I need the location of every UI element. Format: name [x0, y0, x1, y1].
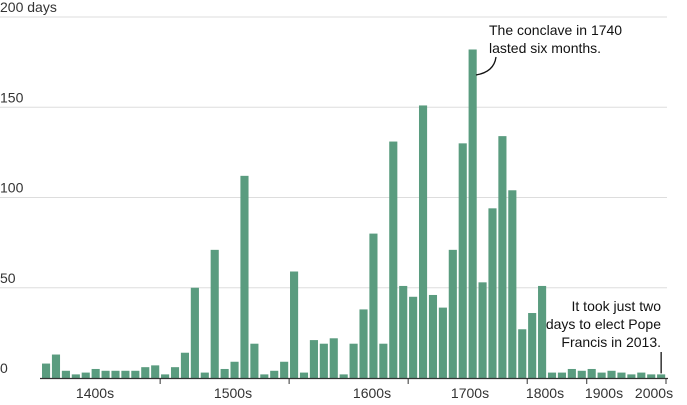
- x-tick-label: 1800s: [526, 385, 564, 401]
- bar: [151, 365, 160, 378]
- bar: [538, 285, 547, 378]
- bar: [557, 372, 566, 378]
- bar: [468, 49, 477, 379]
- bar: [111, 370, 120, 378]
- bar: [329, 338, 338, 378]
- bar: [280, 361, 289, 378]
- bar: [359, 309, 368, 378]
- annotation-1740-leader: [475, 56, 497, 76]
- bar: [220, 368, 229, 378]
- y-tick-label: 200 days: [0, 0, 57, 15]
- x-tick-label: 1700s: [451, 385, 489, 401]
- bar: [438, 307, 447, 378]
- bar: [547, 372, 557, 378]
- bar: [299, 372, 309, 378]
- bar: [607, 370, 616, 378]
- bar: [637, 372, 646, 378]
- bar: [91, 368, 100, 378]
- bar: [389, 141, 398, 378]
- annotation-2013: It took just two days to elect Pope Franci…: [546, 298, 661, 350]
- y-tick-label: 150: [0, 89, 24, 105]
- bar: [458, 143, 467, 378]
- bar: [587, 368, 596, 378]
- bar: [617, 372, 626, 378]
- bar: [71, 374, 80, 378]
- bar: [567, 368, 576, 378]
- bar: [81, 372, 90, 378]
- bar: [498, 136, 507, 378]
- annotation-1740: The conclave in 1740 lasted six months.: [489, 22, 622, 56]
- bar: [627, 374, 636, 378]
- bar: [349, 343, 358, 378]
- bar: [319, 343, 328, 378]
- bar: [528, 313, 537, 378]
- x-tick-label: 1500s: [214, 385, 252, 401]
- bar: [488, 208, 497, 378]
- bar: [448, 249, 457, 378]
- bar: [478, 282, 487, 378]
- bar: [42, 363, 51, 378]
- y-tick-label: 100: [0, 180, 24, 196]
- annotation-line: The conclave in 1740: [489, 22, 622, 38]
- x-tick-label: 1400s: [76, 385, 114, 401]
- bar: [597, 372, 606, 378]
- bar: [170, 367, 180, 378]
- bars: [42, 49, 666, 379]
- bar: [260, 374, 269, 378]
- y-tick-label: 50: [0, 270, 16, 286]
- gridlines: 200 days 150 100 50 0: [0, 0, 667, 376]
- bar: [250, 343, 259, 378]
- bar: [518, 329, 527, 378]
- bar: [161, 374, 170, 378]
- bar: [379, 343, 388, 378]
- bar: [240, 175, 249, 378]
- bar: [647, 374, 656, 378]
- bar: [131, 370, 140, 378]
- annotation-line: Francis in 2013.: [561, 334, 661, 350]
- x-tick-label: 1900s: [585, 385, 623, 401]
- annotation-line: days to elect Pope: [546, 316, 661, 332]
- bar: [180, 352, 190, 378]
- y-tick-label: 0: [0, 360, 8, 376]
- bar: [657, 374, 666, 378]
- annotations: The conclave in 1740 lasted six months. It…: [475, 22, 662, 374]
- bar: [141, 367, 150, 378]
- x-axis: 1400s 1500s 1600s 1700s 1800s 1900s 2000s: [40, 377, 673, 401]
- bar: [339, 374, 348, 378]
- annotation-line: lasted six months.: [489, 40, 601, 56]
- x-tick-label: 1600s: [353, 385, 391, 401]
- bar: [190, 287, 199, 378]
- bar: [508, 190, 517, 378]
- bar: [121, 370, 130, 378]
- bar: [61, 370, 70, 378]
- bar: [270, 370, 279, 378]
- bar: [230, 361, 239, 378]
- bar: [399, 285, 408, 378]
- bar: [101, 370, 110, 378]
- x-tick-label: 2000s: [635, 385, 673, 401]
- bar: [51, 354, 61, 378]
- bar: [577, 370, 586, 378]
- bar: [200, 372, 209, 378]
- bar: [409, 296, 418, 378]
- bar: [290, 271, 299, 378]
- bar: [369, 233, 378, 378]
- bar: [309, 340, 318, 378]
- bar: [418, 105, 428, 378]
- annotation-line: It took just two: [572, 298, 662, 314]
- bar: [210, 249, 219, 378]
- bar: [428, 294, 438, 378]
